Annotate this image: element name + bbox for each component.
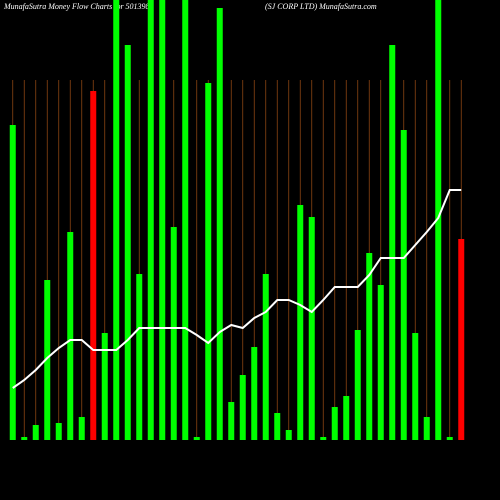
bar — [400, 130, 407, 440]
bar — [170, 227, 177, 440]
bar — [285, 430, 292, 440]
bar — [147, 0, 154, 440]
bar — [251, 347, 258, 440]
bar — [216, 8, 223, 440]
bar — [377, 285, 384, 440]
bar — [423, 417, 430, 440]
chart-title: MunafaSutra Money Flow Charts for 501398 — [3, 2, 150, 11]
bar — [136, 274, 143, 440]
bar — [113, 0, 120, 440]
bar — [55, 423, 62, 440]
bar — [159, 0, 166, 440]
bar — [274, 413, 281, 440]
bar — [308, 217, 315, 440]
bar — [90, 91, 97, 440]
bar — [297, 205, 304, 440]
bar — [320, 437, 327, 440]
bar — [262, 274, 269, 440]
bar — [446, 437, 453, 440]
bar — [228, 402, 235, 440]
bar — [78, 417, 85, 440]
bar — [101, 333, 108, 440]
bar — [458, 239, 465, 440]
bar — [182, 0, 189, 440]
chart-subtitle: (SJ CORP LTD) MunafaSutra.com — [265, 2, 377, 11]
bar — [205, 83, 212, 440]
bar — [193, 437, 200, 440]
bar — [32, 425, 39, 440]
bar — [21, 437, 28, 440]
bar — [435, 0, 442, 440]
bar — [343, 396, 350, 440]
bar — [354, 330, 361, 440]
bar — [9, 125, 16, 440]
bar — [67, 232, 74, 440]
bar — [239, 375, 246, 440]
bar — [366, 253, 373, 440]
bar — [124, 45, 131, 440]
line — [12, 189, 462, 389]
bar — [331, 407, 338, 440]
bar — [389, 45, 396, 440]
bar — [44, 280, 51, 440]
bar — [412, 333, 419, 440]
